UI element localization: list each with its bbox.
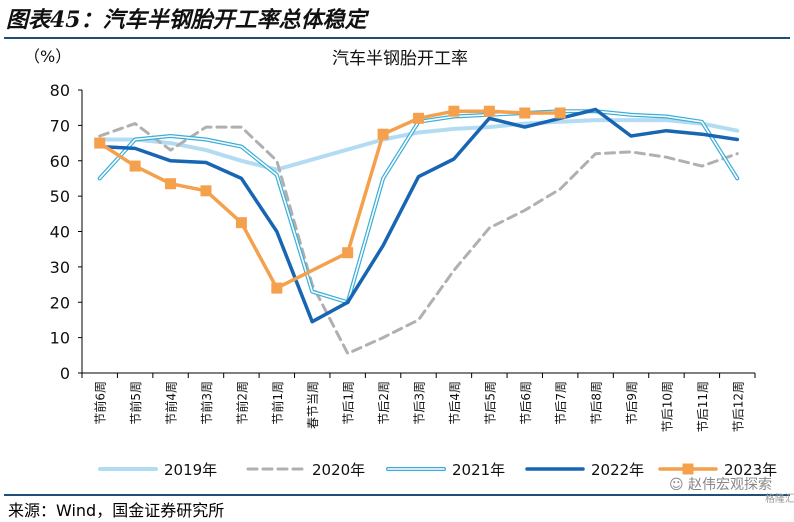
legend-label-2019: 2019年 bbox=[164, 461, 217, 479]
x-tick-label: 春节当周 bbox=[306, 381, 320, 429]
data-point-2023 bbox=[129, 160, 141, 172]
data-point-2023 bbox=[200, 185, 212, 197]
series-line-2020 bbox=[98, 122, 739, 355]
y-tick-label: 20 bbox=[50, 293, 70, 312]
x-tick-label: 节后4周 bbox=[448, 381, 462, 425]
x-tick-label: 节后10周 bbox=[660, 381, 674, 432]
y-tick-label: 50 bbox=[50, 187, 70, 206]
x-tick-label: 节前6周 bbox=[93, 381, 108, 425]
figure-title: 图表45：汽车半钢胎开工率总体稳定 bbox=[6, 7, 367, 33]
x-tick-label: 节后11周 bbox=[696, 381, 710, 432]
x-tick-label: 节后3周 bbox=[413, 381, 427, 425]
data-point-2023 bbox=[377, 128, 389, 140]
bottom-rule bbox=[4, 494, 790, 496]
data-point-2023 bbox=[448, 105, 460, 117]
legend-label-2020: 2020年 bbox=[312, 461, 365, 479]
legend-label-2022: 2022年 bbox=[591, 461, 644, 479]
x-tick-label: 节后2周 bbox=[377, 381, 391, 425]
watermark-sub: 格隆汇 bbox=[764, 494, 794, 505]
data-point-2023 bbox=[271, 282, 283, 294]
y-tick-label: 80 bbox=[50, 81, 70, 100]
top-rule bbox=[4, 37, 790, 39]
chart-title: 汽车半钢胎开工率 bbox=[332, 49, 468, 69]
x-tick-label: 节前2周 bbox=[234, 381, 249, 425]
x-tick-label: 节后1周 bbox=[342, 381, 356, 425]
line-chart: 汽车半钢胎开工率 （%） 0 10 20 30 40 50 60 70 80 节前6周 节前5周 节前4周… bbox=[24, 47, 777, 479]
x-tick-label: 节后9周 bbox=[625, 381, 639, 425]
data-point-2023 bbox=[554, 107, 566, 119]
y-tick-label: 70 bbox=[50, 116, 70, 135]
data-point-2023 bbox=[483, 105, 495, 117]
y-axis-unit: （%） bbox=[24, 47, 71, 66]
legend-label-2023: 2023年 bbox=[724, 461, 777, 479]
y-tick-label: 10 bbox=[50, 329, 70, 348]
legend-marker-2023 bbox=[682, 463, 694, 475]
data-point-2023 bbox=[165, 178, 177, 190]
data-point-2023 bbox=[413, 112, 424, 124]
x-tick-label: 节后6周 bbox=[519, 381, 533, 425]
x-tick-label: 节后5周 bbox=[483, 381, 497, 425]
legend-label-2021: 2021年 bbox=[452, 461, 505, 479]
x-tick-label: 节前1周 bbox=[270, 381, 285, 425]
x-tick-label: 节后8周 bbox=[590, 381, 604, 425]
x-tick-label: 节前5周 bbox=[128, 381, 143, 425]
x-tick-label: 节后12周 bbox=[731, 381, 745, 432]
data-point-2023 bbox=[235, 217, 247, 229]
wechat-icon: ☺ bbox=[668, 477, 684, 493]
x-tick-label: 节后7周 bbox=[554, 381, 568, 425]
source-note: 来源：Wind，国金证券研究所 bbox=[8, 501, 225, 520]
y-tick-label: 0 bbox=[60, 364, 70, 383]
data-point-2023 bbox=[519, 107, 531, 119]
series-line-2019 bbox=[97, 118, 740, 172]
y-tick-label: 60 bbox=[50, 152, 70, 171]
watermark: ☺ 赵伟宏观探索 格隆汇 bbox=[668, 474, 794, 505]
y-tick-label: 40 bbox=[50, 223, 70, 242]
x-tick-label: 节前4周 bbox=[164, 381, 179, 425]
watermark-text: 赵伟宏观探索 bbox=[688, 477, 772, 493]
data-point-2023 bbox=[342, 247, 354, 259]
series-line-2022 bbox=[97, 107, 740, 324]
series-line-2021 bbox=[97, 109, 740, 305]
data-point-2023 bbox=[94, 137, 106, 149]
y-tick-label: 30 bbox=[50, 258, 70, 277]
x-tick-label: 节前3周 bbox=[199, 381, 214, 425]
